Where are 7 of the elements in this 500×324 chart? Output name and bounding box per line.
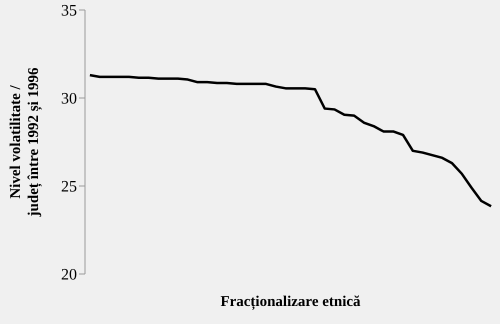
y-tick-label: 25 [61, 178, 77, 196]
y-tick-label: 30 [61, 90, 77, 108]
y-tick-label: 20 [61, 266, 77, 284]
line-series [88, 74, 492, 208]
y-tick-label: 35 [61, 2, 77, 20]
x-axis-title: Fracționalizare etnică [220, 294, 362, 310]
y-axis-title: Nivel volatilitate / județ între 1992 și 1996 [8, 67, 42, 218]
